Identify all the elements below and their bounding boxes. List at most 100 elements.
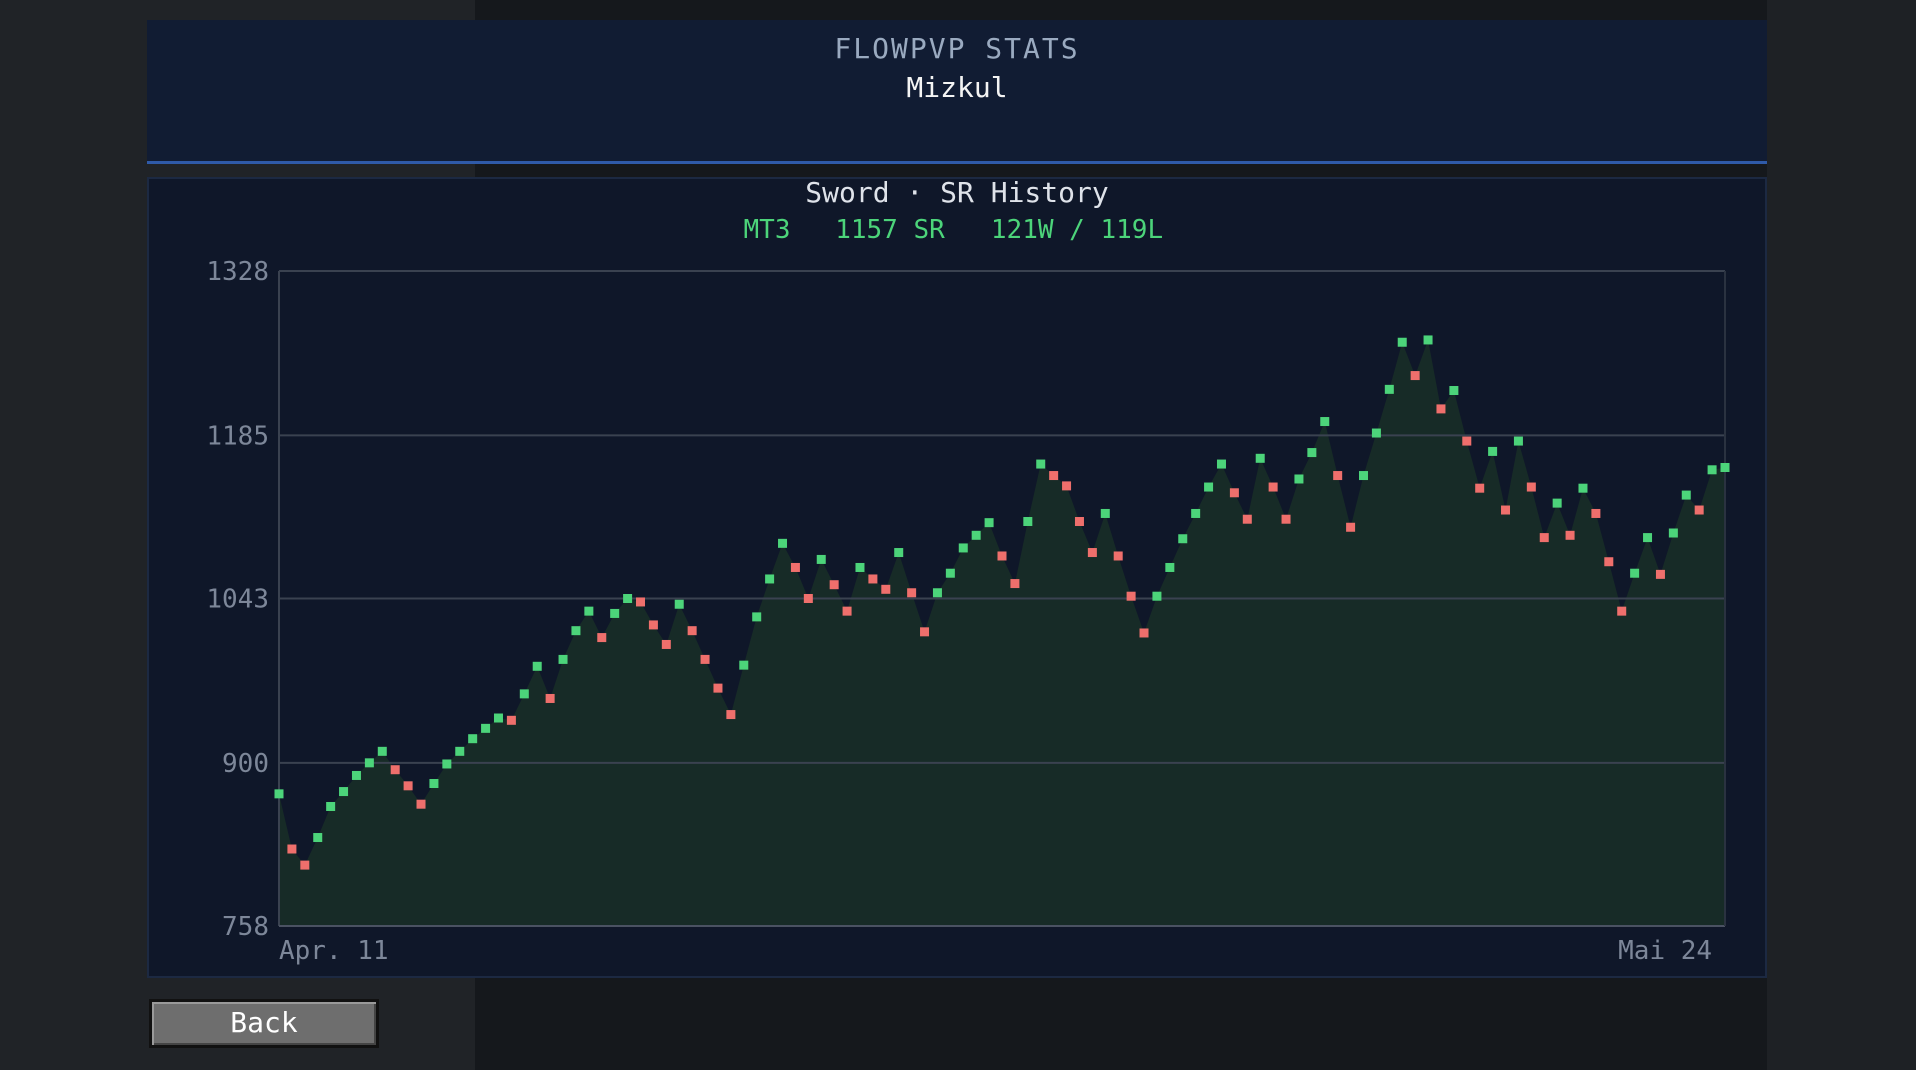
point [1410, 371, 1420, 381]
point [339, 787, 349, 797]
point [300, 860, 310, 870]
point [1062, 481, 1072, 491]
point [1178, 534, 1188, 544]
point [1449, 386, 1459, 396]
point [364, 758, 374, 768]
point [1462, 436, 1472, 446]
point [842, 606, 852, 616]
point [687, 626, 697, 636]
point [868, 574, 878, 584]
point [1371, 428, 1381, 438]
point [1074, 517, 1084, 527]
point [1681, 490, 1691, 500]
point [1617, 606, 1627, 616]
point [610, 608, 620, 618]
point [274, 789, 284, 799]
point [997, 551, 1007, 561]
point [790, 562, 800, 572]
point [648, 620, 658, 630]
point [1126, 591, 1136, 601]
point [1320, 417, 1330, 427]
point [1294, 474, 1304, 484]
point [1268, 482, 1278, 492]
point [1436, 404, 1446, 414]
point [1384, 384, 1394, 394]
point [1720, 463, 1730, 472]
point [726, 710, 736, 720]
y-tick-label: 1185 [206, 421, 269, 451]
point [1113, 551, 1123, 561]
point [855, 562, 865, 572]
point [739, 660, 749, 670]
point [1475, 483, 1485, 493]
point [390, 765, 400, 775]
point [1643, 533, 1653, 543]
point [765, 574, 775, 584]
point [403, 781, 413, 791]
point [1501, 505, 1511, 515]
point [493, 713, 503, 723]
point [932, 588, 942, 598]
point [984, 518, 994, 528]
point [584, 606, 594, 616]
point [1655, 569, 1665, 579]
point [597, 633, 607, 643]
point [558, 654, 568, 664]
header: FLOWPVP STATS Mizkul [147, 20, 1767, 164]
point [326, 801, 336, 811]
point [455, 746, 465, 756]
point [313, 833, 323, 843]
y-tick-label: 758 [222, 912, 269, 942]
point [1513, 436, 1523, 446]
point [945, 568, 955, 578]
point [661, 639, 671, 649]
point [442, 759, 452, 769]
point [1346, 522, 1356, 532]
point [1668, 528, 1678, 538]
point [1204, 482, 1214, 492]
point [506, 715, 516, 725]
point [623, 594, 633, 603]
point [1630, 568, 1640, 578]
point [468, 734, 478, 744]
point [416, 799, 426, 809]
y-tick-label: 1043 [206, 585, 269, 615]
point [920, 627, 930, 637]
back-button[interactable]: Back [149, 999, 379, 1048]
stat: 121W / 119L [991, 215, 1163, 245]
stat: MT3 [744, 215, 791, 245]
point [1397, 337, 1407, 347]
point [700, 654, 710, 664]
point [1526, 482, 1536, 492]
point [778, 538, 788, 548]
player-name: Mizkul [906, 71, 1008, 104]
x-tick-label: Mai 24 [1618, 936, 1712, 966]
point [674, 599, 684, 609]
point [1307, 448, 1317, 458]
point [1281, 514, 1291, 524]
point [1229, 488, 1239, 498]
point [481, 723, 491, 733]
point [1139, 628, 1149, 638]
point [1333, 471, 1343, 481]
point [1604, 557, 1614, 567]
point [829, 580, 839, 590]
point [429, 779, 439, 789]
point [894, 548, 904, 558]
point [752, 612, 762, 622]
point [1423, 335, 1433, 345]
point [1359, 471, 1368, 481]
point [907, 588, 917, 598]
point [532, 661, 542, 671]
point [1242, 514, 1252, 524]
point [636, 597, 645, 607]
x-tick-label: Apr. 11 [279, 936, 389, 966]
point [571, 626, 581, 636]
point [971, 530, 981, 540]
point [1216, 459, 1226, 469]
point [1100, 508, 1110, 518]
point [351, 770, 361, 780]
point [1255, 453, 1265, 463]
